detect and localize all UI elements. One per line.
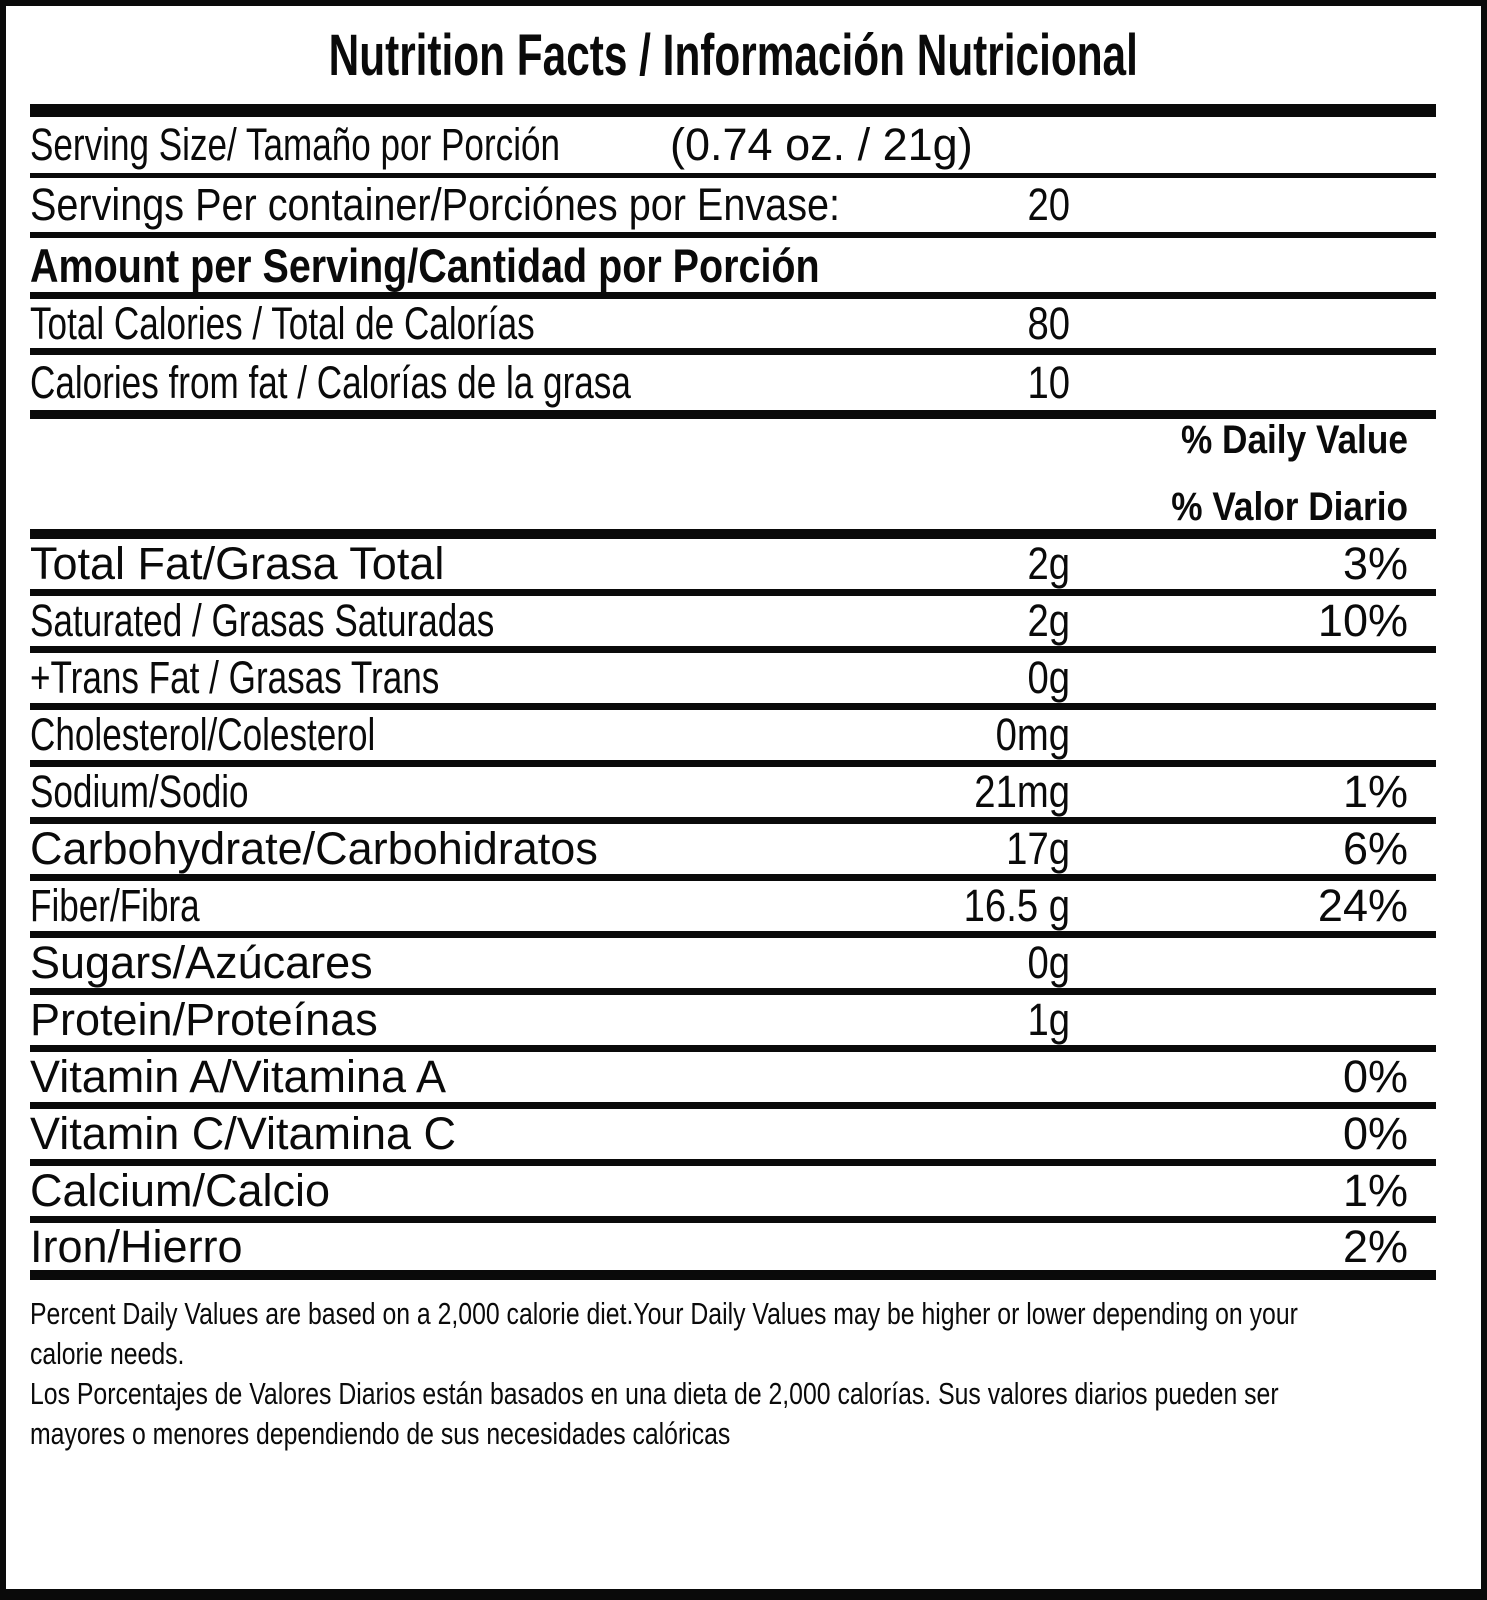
nutrient-row: Total Fat/Grasa Total 2g 3%: [30, 538, 1436, 596]
daily-value-header: % Daily Value % Valor Diario: [30, 418, 1436, 539]
nutrient-row: Iron/Hierro 2%: [30, 1220, 1436, 1280]
footnote-line-es-2: mayores o menores dependiendo de sus nec…: [30, 1416, 731, 1451]
serving-size-label: Serving Size/ Tamaño por Porción: [30, 119, 561, 170]
nutrient-label: Protein/Proteínas: [30, 994, 378, 1045]
nutrient-label: Vitamin C/Vitamina C: [30, 1108, 457, 1159]
nutrient-label: Carbohydrate/Carbohidratos: [30, 823, 598, 874]
amount-per-serving-header-row: Amount per Serving/Cantidad por Porción: [30, 238, 1436, 299]
nutrient-daily-value: [1408, 653, 1436, 703]
total-calories-value: 80: [1027, 297, 1070, 349]
nutrient-daily-value: [1408, 710, 1436, 760]
label-title-row: Nutrition Facts / Información Nutriciona…: [30, 6, 1436, 104]
nutrient-amount: 2g: [1027, 595, 1070, 646]
label-content: Nutrition Facts / Información Nutriciona…: [30, 6, 1436, 1454]
nutrient-amount: 21mg: [974, 766, 1070, 817]
nutrient-label: Iron/Hierro: [30, 1220, 243, 1272]
nutrient-label: Saturated / Grasas Saturadas: [30, 595, 495, 646]
nutrient-row: +Trans Fat / Grasas Trans 0g: [30, 652, 1436, 710]
nutrient-row: Sodium/Sodio 21mg 1%: [30, 766, 1436, 824]
nutrient-row: Protein/Proteínas 1g: [30, 994, 1436, 1052]
nutrient-label: Sugars/Azúcares: [30, 937, 373, 988]
nutrient-amount: 0mg: [995, 709, 1070, 760]
nutrient-row: Cholesterol/Colesterol 0mg: [30, 709, 1436, 767]
nutrient-amount: 0g: [1027, 937, 1070, 988]
nutrient-daily-value: 2%: [1342, 1220, 1408, 1272]
footnote: Percent Daily Values are based on a 2,00…: [30, 1280, 1298, 1454]
nutrient-label: +Trans Fat / Grasas Trans: [30, 652, 440, 703]
nutrient-daily-value: 1%: [1342, 1165, 1408, 1216]
nutrient-daily-value: 24%: [1317, 880, 1408, 931]
nutrient-daily-value: [1408, 995, 1436, 1045]
nutrient-amount: [186, 1166, 1070, 1216]
nutrient-label: Calcium/Calcio: [30, 1165, 331, 1216]
nutrient-amount: [186, 1052, 1070, 1102]
nutrient-row: Sugars/Azúcares 0g: [30, 937, 1436, 995]
nutrient-amount: 1g: [1027, 994, 1070, 1045]
servings-per-container-value: 20: [1027, 179, 1070, 230]
nutrient-daily-value: 0%: [1342, 1108, 1408, 1159]
daily-value-header-es: % Valor Diario: [1171, 485, 1408, 529]
calories-from-fat-value: 10: [1027, 356, 1070, 408]
calories-from-fat-row: Calories from fat / Calorías de la grasa…: [30, 355, 1436, 419]
nutrient-row: Carbohydrate/Carbohidratos 17g 6%: [30, 823, 1436, 881]
nutrient-label: Vitamin A/Vitamina A: [30, 1051, 447, 1102]
serving-size-value: (0.74 oz. / 21g): [670, 119, 973, 170]
nutrient-amount: [186, 1223, 1070, 1270]
nutrient-row: Fiber/Fibra 16.5 g 24%: [30, 880, 1436, 938]
nutrient-amount: 2g: [1027, 538, 1070, 589]
servings-per-container-row: Servings Per container/Porciónes por Env…: [30, 178, 1436, 238]
nutrient-label: Sodium/Sodio: [30, 766, 249, 817]
nutrient-daily-value: 0%: [1342, 1051, 1408, 1102]
nutrient-label: Cholesterol/Colesterol: [30, 709, 376, 760]
title-divider-bar: [30, 104, 1436, 117]
nutrient-amount: 16.5 g: [963, 880, 1070, 931]
nutrient-daily-value: 6%: [1342, 823, 1408, 874]
footnote-line-en-2: calorie needs.: [30, 1336, 185, 1371]
nutrient-daily-value: [1408, 938, 1436, 988]
nutrient-amount: 17g: [1006, 823, 1070, 874]
nutrient-daily-value: 10%: [1317, 595, 1408, 646]
nutrient-row: Vitamin A/Vitamina A 0%: [30, 1051, 1436, 1109]
nutrient-row: Saturated / Grasas Saturadas 2g 10%: [30, 595, 1436, 653]
total-calories-row: Total Calories / Total de Calorías 80: [30, 297, 1436, 355]
serving-size-row: Serving Size/ Tamaño por Porción (0.74 o…: [30, 117, 1436, 178]
nutrient-amount: [186, 1109, 1070, 1159]
total-calories-label: Total Calories / Total de Calorías: [30, 297, 535, 349]
nutrient-daily-value: 1%: [1342, 766, 1408, 817]
footnote-line-es-1: Los Porcentajes de Valores Diarios están…: [30, 1376, 1279, 1411]
page-title: Nutrition Facts / Información Nutriciona…: [328, 22, 1138, 88]
nutrient-rows: Total Fat/Grasa Total 2g 3% Saturated / …: [30, 538, 1436, 1280]
servings-per-container-label: Servings Per container/Porciónes por Env…: [30, 179, 841, 230]
nutrient-daily-value: 3%: [1342, 538, 1408, 589]
amount-per-serving-header: Amount per Serving/Cantidad por Porción: [30, 238, 820, 292]
nutrient-row: Vitamin C/Vitamina C 0%: [30, 1108, 1436, 1166]
daily-value-header-en: % Daily Value: [1181, 418, 1408, 462]
nutrient-amount: 0g: [1027, 652, 1070, 703]
calories-from-fat-label: Calories from fat / Calorías de la grasa: [30, 356, 631, 408]
nutrient-row: Calcium/Calcio 1%: [30, 1165, 1436, 1223]
nutrient-label: Total Fat/Grasa Total: [30, 538, 445, 589]
nutrient-label: Fiber/Fibra: [30, 880, 200, 931]
footnote-line-en-1: Percent Daily Values are based on a 2,00…: [30, 1296, 1298, 1331]
